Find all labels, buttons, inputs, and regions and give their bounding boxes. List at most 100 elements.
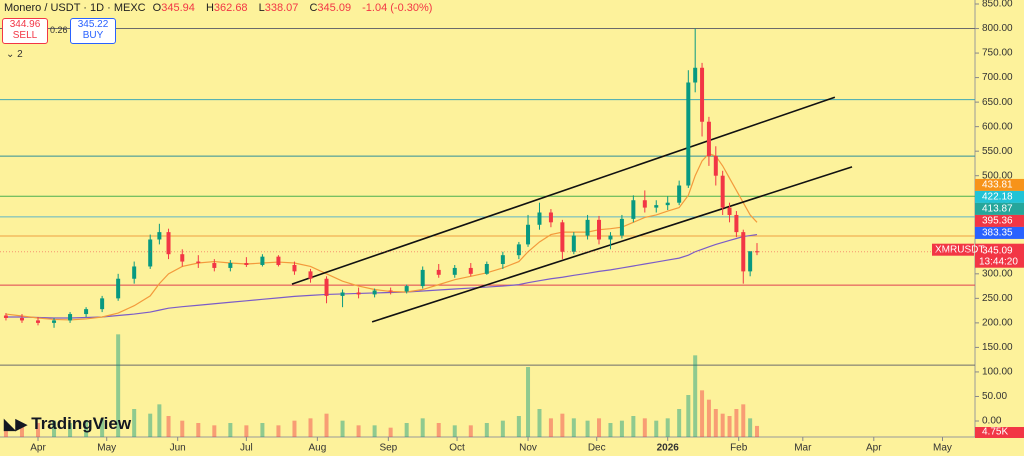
candle-body (3, 315, 8, 318)
price-label-bg (975, 214, 1024, 227)
ohlc-h: H362.68 (206, 2, 252, 14)
ohlc-o: O345.94 (153, 2, 199, 14)
countdown: 13:44:20 (979, 256, 1018, 267)
candle-body (100, 298, 105, 310)
candle-body (748, 251, 753, 272)
volume-bar (157, 404, 162, 437)
candle-body (36, 320, 41, 323)
value: 345.09 (317, 2, 352, 14)
change: -1.04 (-0.30%) (362, 2, 433, 14)
buy-button[interactable]: 345.22 BUY (70, 18, 116, 44)
volume-bar (500, 420, 505, 437)
volume-bar (686, 395, 691, 437)
x-tick-label: Aug (308, 443, 326, 454)
y-tick-label: 700.00 (982, 72, 1013, 83)
volume-bar (148, 413, 153, 437)
candle-body (356, 292, 361, 295)
ohlc-c: C345.09 (309, 2, 355, 14)
buy-label: BUY (82, 30, 104, 41)
price-label: 422.18 (982, 192, 1013, 203)
candle-body (116, 278, 121, 299)
price-label-bg (975, 178, 1024, 191)
volume-bar (308, 418, 313, 437)
header: Monero / USDT · 1D · MEXC O345.94 H362.6… (4, 2, 436, 14)
volume-bar (720, 413, 725, 437)
price-label: 433.81 (982, 180, 1013, 191)
volume-bar (560, 413, 565, 437)
candle-body (706, 121, 711, 157)
volume-bar (706, 399, 711, 437)
volume-bar (597, 418, 602, 437)
price-label: 383.35 (982, 228, 1013, 239)
volume-bar (116, 334, 121, 437)
volume-bar (36, 423, 41, 437)
volume-bar (741, 404, 746, 437)
volume-bar (372, 425, 377, 437)
trend-line (291, 96, 836, 285)
volume-bar (654, 420, 659, 437)
x-tick-label: Mar (794, 443, 812, 454)
volume-bar (755, 425, 760, 437)
volume-bar (585, 420, 590, 437)
price-label-bg (975, 226, 1024, 239)
candle-body (631, 200, 636, 219)
prefix: C (309, 2, 318, 14)
volume-bar (276, 425, 281, 437)
x-tick-label: Sep (379, 443, 397, 454)
sell-button[interactable]: 344.96 SELL (2, 18, 48, 44)
logo-text: TradingView (31, 414, 132, 433)
y-tick-label: 100.00 (982, 367, 1013, 378)
x-tick-label: Apr (30, 443, 46, 454)
volume-bar (608, 423, 613, 437)
candle-body (665, 202, 670, 206)
volume-bar (244, 425, 249, 437)
x-tick-label: Dec (588, 443, 606, 454)
candle-body (420, 269, 425, 287)
x-tick-label: May (933, 443, 952, 454)
candle-body (166, 232, 171, 255)
candle-body (468, 267, 473, 274)
volume-bar (693, 355, 698, 437)
volume-bar (292, 420, 297, 437)
volume-bar (642, 418, 647, 437)
volume-label-bg (975, 427, 1024, 438)
y-tick-label: 200.00 (982, 318, 1013, 329)
volume-bar (166, 416, 171, 437)
y-tick-label: 600.00 (982, 121, 1013, 132)
volume-bar (68, 423, 73, 437)
x-tick-label: 2026 (657, 443, 680, 454)
candle-body (548, 212, 553, 223)
spread: 0.26 (50, 25, 68, 35)
current-price: 345.09 (982, 245, 1013, 256)
y-tick-label: 250.00 (982, 293, 1013, 304)
volume-bar (212, 425, 217, 437)
ohlc-l: L338.07 (259, 2, 303, 14)
volume-bar (228, 423, 233, 437)
volume-bar (526, 367, 531, 437)
volume-bar (516, 416, 521, 437)
count: 2 (17, 49, 23, 60)
y-tick-label: 150.00 (982, 342, 1013, 353)
volume-bar (420, 418, 425, 437)
candle-body (654, 205, 659, 208)
candle-body (734, 214, 739, 233)
candle-body (713, 156, 718, 176)
candle-body (260, 256, 265, 265)
indicator-count[interactable]: ⌄ 2 (6, 49, 23, 60)
volume-bar (571, 418, 576, 437)
value: 362.68 (213, 2, 248, 14)
volume-bar (619, 420, 624, 437)
candle-body (148, 239, 153, 267)
candle-body (276, 256, 281, 265)
symbol-tag-bg (932, 243, 974, 256)
candle-body (537, 212, 542, 225)
logo: ◣▶ TradingView (4, 414, 131, 434)
sell-price: 344.96 (9, 19, 41, 30)
volume-bar (700, 390, 705, 437)
volume-bar (452, 425, 457, 437)
candle-body (212, 263, 217, 268)
volume-bar (196, 423, 201, 437)
buy-price: 345.22 (77, 19, 109, 30)
